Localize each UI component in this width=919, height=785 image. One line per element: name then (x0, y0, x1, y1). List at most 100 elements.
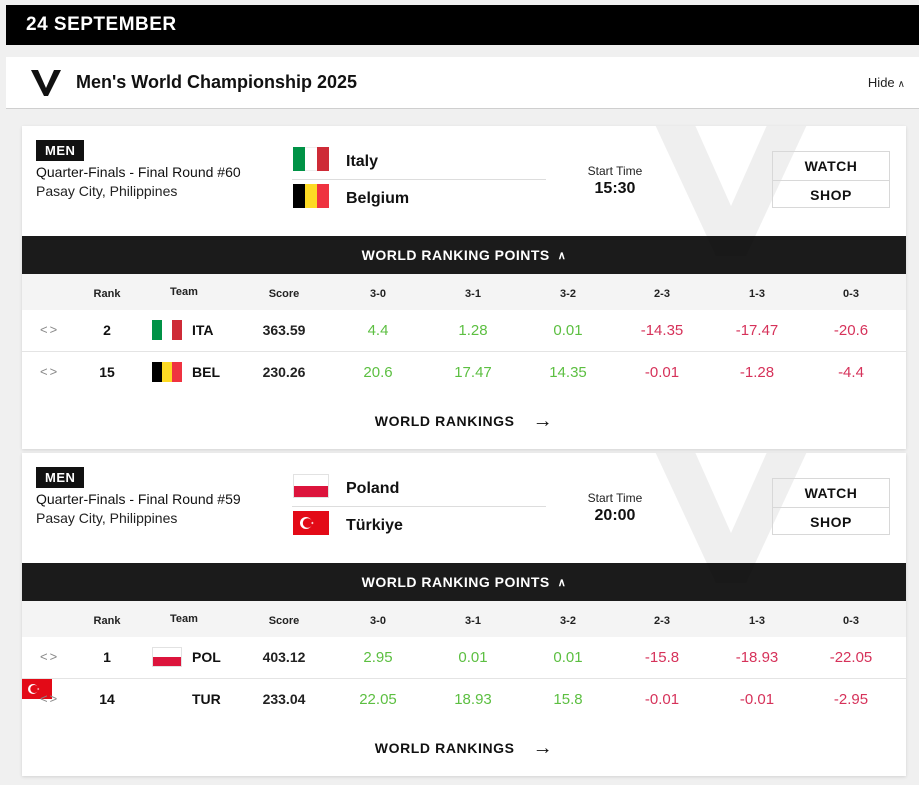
points-0-3: -4.4 (838, 364, 864, 381)
arrow-right-icon: → (532, 409, 554, 432)
poland-flag-icon (293, 474, 329, 498)
col-2-3: 2-3 (654, 288, 670, 300)
points-3-0: 4.4 (367, 322, 389, 339)
col-rank: Rank (93, 288, 121, 300)
points-3-1: 1.28 (458, 322, 488, 339)
points-1-3: -18.93 (735, 649, 779, 666)
col-3-2: 3-2 (560, 615, 576, 627)
watermark-logo-icon (655, 453, 807, 583)
col-0-3: 0-3 (843, 615, 859, 627)
col-3-0: 3-0 (370, 615, 386, 627)
team-divider (292, 179, 546, 180)
score-value: 230.26 (262, 364, 306, 380)
world-rankings-label: WORLD RANKINGS (374, 413, 515, 429)
world-ranking-points-toggle[interactable]: WORLD RANKING POINTS ∧ (22, 563, 906, 601)
prev-next-arrows-icon[interactable]: <> (40, 322, 60, 337)
world-rankings-link[interactable]: WORLD RANKINGS → (22, 393, 906, 449)
points-2-3: -0.01 (644, 364, 680, 381)
prev-next-arrows-icon[interactable]: <> (40, 364, 60, 379)
col-rank: Rank (93, 615, 121, 627)
table-row: <> 14 TUR 233.04 22.05 18.93 15.8 -0.01 … (22, 679, 906, 720)
chevron-up-icon: ∧ (557, 576, 567, 589)
team-code: TUR (192, 691, 221, 707)
championship-title: Men's World Championship 2025 (76, 72, 357, 92)
italy-flag-icon (152, 320, 182, 340)
hide-button[interactable]: Hide ∧ (868, 75, 905, 90)
chevron-up-icon: ∧ (557, 249, 567, 262)
watch-button[interactable]: WATCH (773, 152, 889, 181)
team-code: BEL (192, 364, 220, 380)
team-code: POL (192, 649, 221, 665)
world-rankings-link[interactable]: WORLD RANKINGS → (22, 720, 906, 776)
col-3-1: 3-1 (465, 615, 481, 627)
col-3-1: 3-1 (465, 288, 481, 300)
points-3-1: 18.93 (454, 691, 492, 708)
col-team: Team (170, 613, 198, 625)
date-header: 24 SEPTEMBER (6, 5, 919, 45)
table-row: <> 2 ITA 363.59 4.4 1.28 0.01 -14.35 -17… (22, 310, 906, 352)
world-rankings-label: WORLD RANKINGS (374, 740, 515, 756)
ranking-table-header: Rank Team Score 3-0 3-1 3-2 2-3 1-3 0-3 (22, 274, 906, 310)
team-code: ITA (192, 322, 214, 338)
start-time-label: Start Time (587, 491, 643, 505)
team-divider (292, 506, 546, 507)
category-badge: MEN (36, 467, 85, 488)
table-row: <> 15 BEL 230.26 20.6 17.47 14.35 -0.01 … (22, 352, 906, 393)
world-ranking-points-label: WORLD RANKING POINTS (361, 574, 550, 590)
watermark-logo-icon (655, 126, 807, 256)
prev-next-arrows-icon[interactable]: <> (40, 691, 60, 706)
col-3-2: 3-2 (560, 288, 576, 300)
arrow-right-icon: → (532, 736, 554, 759)
points-3-1: 0.01 (458, 649, 488, 666)
belgium-flag-icon (152, 362, 182, 382)
team-name-away: Türkiye (346, 517, 403, 534)
score-value: 403.12 (262, 649, 306, 665)
action-buttons: WATCH SHOP (772, 151, 890, 208)
match-card-60: MEN Quarter-Finals - Final Round #60 Pas… (22, 126, 906, 449)
points-1-3: -0.01 (739, 691, 775, 708)
points-2-3: -14.35 (640, 322, 684, 339)
team-name-home: Poland (346, 480, 400, 497)
start-time-label: Start Time (587, 164, 643, 178)
italy-flag-icon (293, 147, 329, 171)
rank-value: 15 (99, 364, 115, 380)
watch-button[interactable]: WATCH (773, 479, 889, 508)
col-3-0: 3-0 (370, 288, 386, 300)
col-0-3: 0-3 (843, 288, 859, 300)
points-0-3: -22.05 (829, 649, 873, 666)
category-badge: MEN (36, 140, 85, 161)
action-buttons: WATCH SHOP (772, 478, 890, 535)
points-0-3: -2.95 (833, 691, 869, 708)
match-round: Quarter-Finals - Final Round #60 (36, 164, 241, 180)
col-team: Team (170, 286, 198, 298)
world-ranking-points-label: WORLD RANKING POINTS (361, 247, 550, 263)
turkey-flag-icon (293, 511, 329, 535)
prev-next-arrows-icon[interactable]: <> (40, 649, 60, 664)
points-3-2: 0.01 (553, 322, 583, 339)
match-round: Quarter-Finals - Final Round #59 (36, 491, 241, 507)
points-3-2: 15.8 (553, 691, 583, 708)
belgium-flag-icon (293, 184, 329, 208)
col-score: Score (268, 288, 300, 300)
col-score: Score (268, 615, 300, 627)
shop-button[interactable]: SHOP (810, 514, 852, 530)
rank-value: 1 (103, 649, 111, 665)
points-3-2: 14.35 (549, 364, 587, 381)
hide-label: Hide (867, 75, 895, 90)
points-3-0: 20.6 (363, 364, 393, 381)
points-3-2: 0.01 (553, 649, 583, 666)
score-value: 363.59 (262, 322, 306, 338)
vnl-v-logo-icon (31, 70, 61, 96)
ranking-table-header: Rank Team Score 3-0 3-1 3-2 2-3 1-3 0-3 (22, 601, 906, 637)
world-ranking-points-toggle[interactable]: WORLD RANKING POINTS ∧ (22, 236, 906, 274)
poland-flag-icon (152, 647, 182, 667)
points-2-3: -0.01 (644, 691, 680, 708)
points-3-0: 22.05 (359, 691, 397, 708)
shop-button[interactable]: SHOP (810, 187, 852, 203)
table-row: <> 1 POL 403.12 2.95 0.01 0.01 -15.8 -18… (22, 637, 906, 679)
match-venue: Pasay City, Philippines (36, 510, 178, 526)
points-1-3: -17.47 (735, 322, 779, 339)
team-name-away: Belgium (346, 190, 410, 207)
col-2-3: 2-3 (654, 615, 670, 627)
championship-header: Men's World Championship 2025 Hide ∧ (6, 57, 919, 109)
